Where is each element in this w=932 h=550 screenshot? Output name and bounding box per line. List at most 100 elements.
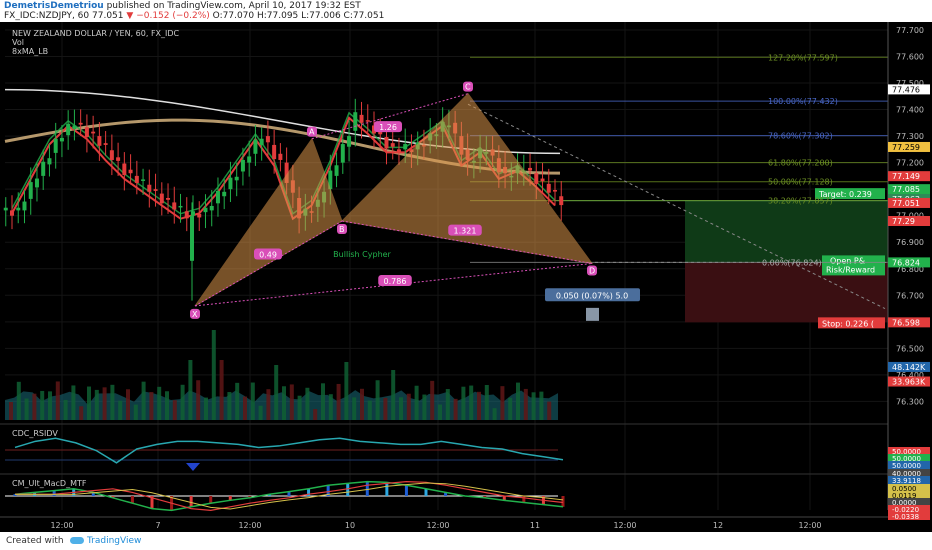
price-tick: 76.500 [896,344,924,353]
price-chart[interactable]: Target: 0.239 Open P&Risk/Reward Stop: 0.2… [0,22,932,532]
point-label-a: A [309,128,315,137]
volume-bar [282,386,286,420]
volume-bar [274,365,279,420]
volume-bar [188,360,193,420]
candle-body [209,205,214,211]
macd-tag [888,498,930,506]
rsi-tag [888,461,930,469]
ratio-badge [378,275,412,287]
volume-bar [141,381,146,420]
volume-bar [406,393,411,420]
volume-area [5,330,558,420]
volume-bar [24,398,29,420]
volume-bar [40,390,45,420]
price-tag-text: 33.963K [892,378,926,387]
price-tag-text: 77.476 [892,85,920,94]
pattern-triangle-bcd [340,92,594,265]
rsi-tag-text: 33.9118 [892,477,921,485]
volume-bar [55,381,60,420]
candle-body [365,120,370,122]
macd-tag-text: 0.0000 [892,499,917,507]
time-tick: 10 [345,521,355,530]
volume-bar [165,391,169,420]
point-badge-d [587,265,597,276]
candle-body [172,202,177,210]
candle-body [340,144,345,163]
point-label-c: C [465,83,471,92]
volume-bar [48,391,52,420]
macd-line [14,480,564,512]
candle-body [553,190,557,192]
volume-bar [422,394,427,420]
candle-body [116,157,121,161]
volume-bar [235,382,240,420]
publish-info: published on TradingView.com, April 10, … [106,1,361,11]
candle-body [240,159,245,172]
volume-bar [149,392,154,420]
price-tag [888,257,930,268]
candle-body [234,176,239,181]
candle-body [378,130,383,135]
candle-body [53,138,58,153]
candle-body [10,210,14,216]
fib-label: 78.60%(77.302) [768,132,833,141]
volume-bar [336,383,341,420]
candle-body [34,178,39,188]
candle-body [78,122,83,125]
macd-bar [228,496,232,501]
macd-tag-text: 0.0119 [892,492,917,500]
volume-bar [157,386,162,420]
time-tick: 12 [713,521,723,530]
signal-line [15,480,564,512]
volume-bar [172,400,177,420]
volume-bar [461,386,466,420]
volume-bar [523,388,528,420]
time-tick: 12:00 [798,521,821,530]
fib-label: 100.00%(77.432) [768,97,838,106]
volume-bar [313,409,318,420]
candle-body [141,179,146,181]
volume-bar [71,385,76,420]
macd-tag-text: -0.0220 [892,506,919,514]
risk-reward-label: Risk/Reward [826,265,875,274]
volume-bar [391,370,396,420]
harmonic-pattern[interactable]: X A B C D 1.26 0.49 1.321 0.786 Bullish Cypher 0.0… [190,81,640,321]
rsi-tag [888,454,930,462]
chart-title: NEW ZEALAND DOLLAR / YEN, 60, FX_IDC [12,29,180,38]
macd-tag [888,505,930,513]
ratio-badge [448,224,482,236]
rsi-marker [186,463,200,471]
tradingview-brand[interactable]: TradingView [70,536,141,546]
projection-line [467,103,886,310]
price-change: −0.152 (−0.2%) [136,11,210,21]
macd-bar [444,492,448,496]
stop-badge [818,317,885,329]
price-tag [888,184,930,195]
ratio-line [311,93,469,140]
ratio-badge [374,121,402,133]
volume-bar [102,387,107,420]
macd-bar [385,482,389,496]
macd-bar [52,490,56,496]
volume-bar [250,382,255,420]
price-axis[interactable]: 77.700 77.600 77.500 77.400 77.300 77.200 77.1… [887,22,930,510]
author-name[interactable]: DemetrisDemetriou [4,1,104,11]
symbol-label: FX_IDC:NZDJPY, 60 [4,11,90,21]
last-price: 77.051 [92,11,124,21]
stop-label: Stop: 0.226 ( [822,319,874,328]
volume-bar [63,399,68,420]
measure-label: 0.050 (0.07%) 5.0 [556,291,628,300]
volume-bar [438,404,442,420]
macd-bar [346,483,350,496]
volume-bar [133,404,138,420]
rsi-line [14,437,564,464]
candle-body [153,189,158,191]
candle-body [47,158,52,165]
macd-bar [209,496,213,504]
candle-body [166,198,171,200]
price-tag [888,361,930,372]
time-axis[interactable]: 12:00 7 12:00 10 12:00 11 12:00 12 12:00 [0,516,888,530]
macd-bar [522,496,526,503]
volume-bar [219,360,224,420]
volume-bar [516,382,520,420]
